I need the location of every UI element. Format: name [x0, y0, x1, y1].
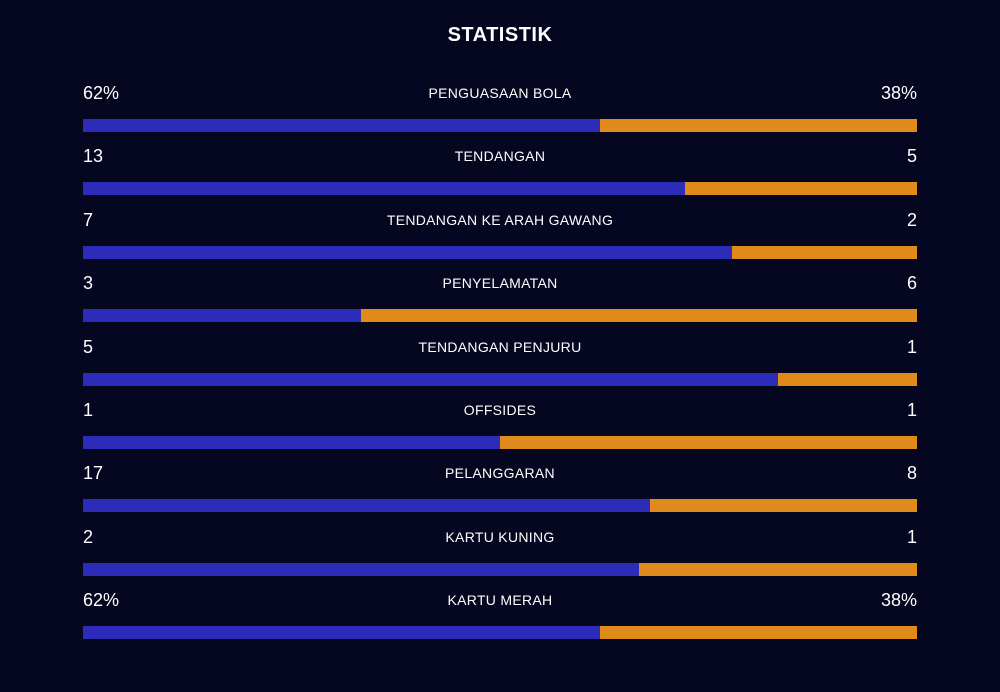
home-value: 1 [83, 399, 94, 420]
stat-row-ball-possession: 62% PENGUASAAN BOLA 38% [83, 80, 917, 143]
stat-label: PENYELAMATAN [442, 275, 558, 292]
away-bar-segment [600, 626, 917, 640]
stat-bar [83, 309, 917, 323]
stat-row-offsides: 1 OFFSIDES 1 [83, 397, 917, 460]
home-value: 3 [83, 273, 94, 294]
stat-bar [83, 562, 917, 576]
home-value: 2 [83, 526, 94, 547]
stat-bar [83, 245, 917, 259]
away-value: 1 [906, 399, 917, 420]
stat-head: 62% PENGUASAAN BOLA 38% [83, 80, 917, 106]
stat-label: PELANGGARAN [445, 465, 555, 482]
away-value: 1 [906, 336, 917, 357]
stat-head: 1 OFFSIDES 1 [83, 397, 917, 423]
stat-label: TENDANGAN KE ARAH GAWANG [386, 211, 614, 228]
away-value: 38% [880, 590, 917, 611]
stat-bar [83, 182, 917, 196]
stat-bar [83, 626, 917, 640]
stat-head: 17 PELANGGARAN 8 [83, 460, 917, 486]
away-bar-segment [731, 245, 917, 259]
stat-bar [83, 372, 917, 386]
away-value: 8 [906, 463, 917, 484]
home-bar-segment [83, 182, 686, 196]
home-bar-segment [83, 499, 651, 513]
home-bar-segment [83, 435, 500, 449]
stat-row-saves: 3 PENYELAMATAN 6 [83, 270, 917, 333]
stats-list: 62% PENGUASAAN BOLA 38% 13 TENDANGAN 5 7… [83, 80, 917, 651]
away-bar-segment [685, 182, 917, 196]
stat-row-shots-on-target: 7 TENDANGAN KE ARAH GAWANG 2 [83, 207, 917, 270]
home-bar-segment [83, 562, 640, 576]
page-title: STATISTIK [447, 24, 553, 46]
stat-row-fouls: 17 PELANGGARAN 8 [83, 460, 917, 523]
stat-label: KARTU KUNING [445, 528, 555, 545]
stat-label: TENDANGAN [454, 148, 546, 165]
home-bar-segment [83, 245, 732, 259]
stat-row-red-cards: 62% KARTU MERAH 38% [83, 587, 917, 650]
stat-label: TENDANGAN PENJURU [418, 338, 582, 355]
stat-label: OFFSIDES [463, 401, 537, 418]
home-value: 5 [83, 336, 94, 357]
away-bar-segment [600, 119, 917, 132]
stat-row-yellow-cards: 2 KARTU KUNING 1 [83, 524, 917, 587]
home-value: 7 [83, 209, 94, 230]
stat-head: 5 TENDANGAN PENJURU 1 [83, 334, 917, 360]
stat-head: 7 TENDANGAN KE ARAH GAWANG 2 [83, 207, 917, 233]
away-bar-segment [360, 309, 917, 323]
home-value: 62% [83, 590, 120, 611]
stat-label: KARTU MERAH [447, 592, 553, 609]
stat-head: 3 PENYELAMATAN 6 [83, 270, 917, 296]
stat-head: 2 KARTU KUNING 1 [83, 524, 917, 550]
home-value: 62% [83, 83, 120, 103]
stat-bar [83, 499, 917, 513]
away-value: 2 [906, 209, 917, 230]
stat-label: PENGUASAAN BOLA [428, 85, 572, 101]
stat-bar [83, 119, 917, 132]
away-value: 6 [906, 273, 917, 294]
away-bar-segment [777, 372, 917, 386]
stat-row-shots: 13 TENDANGAN 5 [83, 143, 917, 206]
stat-head: 62% KARTU MERAH 38% [83, 587, 917, 613]
away-bar-segment [639, 562, 917, 576]
stat-head: 13 TENDANGAN 5 [83, 143, 917, 169]
home-bar-segment [83, 119, 601, 132]
stat-bar [83, 435, 917, 449]
away-bar-segment [500, 435, 917, 449]
away-value: 1 [906, 526, 917, 547]
away-bar-segment [650, 499, 917, 513]
home-bar-segment [83, 309, 361, 323]
home-bar-segment [83, 626, 601, 640]
home-bar-segment [83, 372, 778, 386]
home-value: 17 [83, 463, 104, 484]
away-value: 5 [906, 146, 917, 167]
away-value: 38% [880, 83, 917, 103]
stat-row-corners: 5 TENDANGAN PENJURU 1 [83, 334, 917, 397]
home-value: 13 [83, 146, 104, 167]
